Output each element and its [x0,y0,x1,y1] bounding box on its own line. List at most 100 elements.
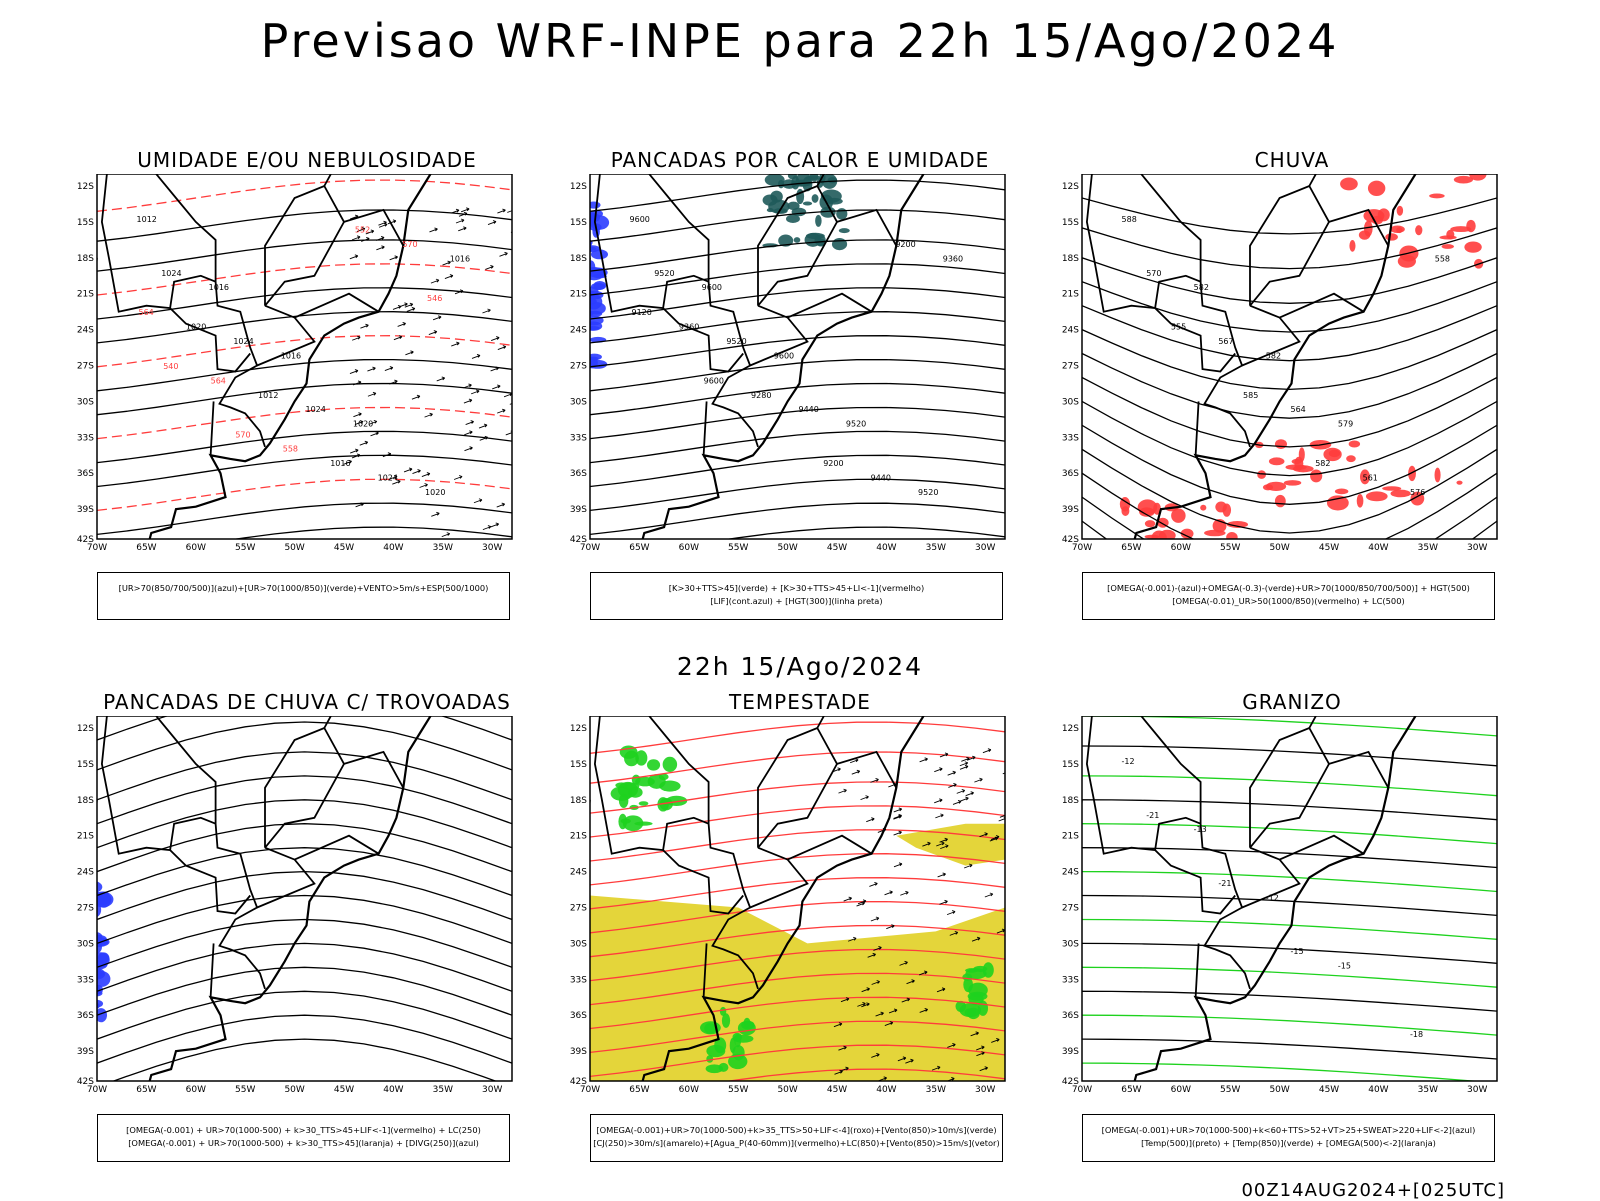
lat-tick-label: 24S [570,868,587,878]
wind-vector [378,220,387,226]
wind-vector [352,380,362,386]
lon-tick-label: 30W [1467,1085,1487,1095]
border-line [1085,174,1236,373]
field-cell [582,310,590,318]
lon-tick-label: 30W [975,1085,995,1095]
wind-vector [871,1053,880,1058]
field-cell [662,756,678,773]
lat-tick-label: 15S [77,760,94,770]
legend-line: [CJ(250)>30m/s](amarelo)+[Agua_P(40-60mm… [593,1138,1000,1148]
lat-tick-label: 36S [1062,1011,1079,1021]
isoline [1082,942,1497,964]
field-cell [706,1055,714,1063]
wind-vector [428,330,438,335]
isoline [1082,894,1497,917]
field-cell [590,311,591,314]
lat-tick-label: 12S [1062,182,1079,192]
wind-vector [838,1045,847,1051]
wind-vector [436,376,446,382]
lon-tick-label: 50W [777,1085,797,1095]
wind-vector [444,274,454,280]
field-cell [1171,508,1186,523]
map-layers: 1012 1016 1016 1020 1020 1024 1024 1024 1024 1016… [97,174,512,539]
border-line [323,716,332,729]
border-line [294,834,380,861]
legend-line: [K>30+TTS>45](verde) + [K>30+TTS>45+LI<-… [668,583,925,593]
wind-vector [479,435,489,441]
border-line [749,304,809,367]
lon-tick-label: 65W [136,1085,156,1095]
field-cell [1153,502,1161,515]
legend-line: [OMEGA(-0.01)_UR>50(1000/850)(vermelho) … [1172,596,1405,606]
field-cell [1200,504,1207,511]
lon-tick-label: 30W [482,1085,502,1095]
wind-vector [353,412,362,418]
legend-line: [UR>70(850/700/500)](azul)+[UR>70(1000/8… [118,583,489,593]
field-cell [590,246,597,251]
wind-vector [967,755,976,761]
lat-tick-label: 33S [77,975,94,985]
legend-line: [OMEGA(-0.001)-(azul)+OMEGA(-0.3)-(verde… [1107,583,1470,593]
map-frame [589,174,1006,540]
lon-tick-label: 50W [284,1085,304,1095]
panel-legend: [OMEGA(-0.001)-(azul)+OMEGA(-0.3)-(verde… [1082,572,1495,620]
lat-tick-label: 18S [1062,796,1079,806]
field-cell [1144,520,1156,528]
field-cell [1356,494,1364,508]
contour-label: 558 [1435,254,1450,263]
lat-tick-label: 18S [77,796,94,806]
field-cell [97,891,112,908]
field-cell [825,197,843,205]
wind-vector [906,979,915,985]
wind-vector [919,970,928,976]
wind-vector [976,1045,985,1051]
wind-vector [860,795,869,801]
wind-vector [361,237,370,242]
field-cell [1348,440,1361,448]
map-layers: 9600 9600 9600 9520 9520 9520 9520 9440 9440 9360… [582,174,1005,539]
wind-vector [405,350,414,356]
field-cell [97,1008,108,1023]
field-cell [593,280,607,290]
wind-vector [998,816,1005,822]
field-cell [1360,469,1370,485]
field-cell [1291,458,1302,465]
wind-vector [492,384,501,390]
wind-vector [961,756,970,762]
panel-legend: [OMEGA(-0.001) + UR>70(1000-500) + k>30_… [97,1114,510,1162]
wind-vector [352,335,361,341]
isoline [590,287,1005,320]
wind-vector [392,304,402,310]
coastline [641,174,925,539]
contour-label: 9600 [704,376,724,385]
wind-vector [491,336,500,342]
lon-tick-label: 60W [186,543,206,553]
isoline [97,751,512,801]
contour-label: -13 [1194,825,1207,834]
isoline [1082,799,1497,821]
wind-vector [432,315,442,321]
isoline [590,454,1005,488]
field-cell [97,881,103,893]
wind-vector [470,389,480,395]
wind-vector [487,220,497,225]
contour-label: 1024 [161,269,181,278]
lon-tick-label: 45W [334,543,354,553]
lon-tick-label: 50W [777,543,797,553]
wind-vector [350,448,359,454]
border-line [343,208,405,247]
border-line [209,401,215,456]
field-cell [1349,240,1356,252]
wind-vector [397,322,406,327]
border-line [106,716,266,990]
contour-label: 9360 [679,323,699,332]
lon-tick-label: 45W [1319,1085,1339,1095]
wind-vector [856,901,865,907]
legend-line: [LIF](cont.azul) + [HGT(300)](linha pret… [710,596,883,606]
wind-vector [490,522,500,528]
wind-vector [464,430,473,436]
lat-tick-label: 30S [77,939,94,949]
field-cell [1226,520,1249,528]
lon-tick-label: 40W [1368,1085,1388,1095]
lon-tick-label: 55W [728,543,748,553]
